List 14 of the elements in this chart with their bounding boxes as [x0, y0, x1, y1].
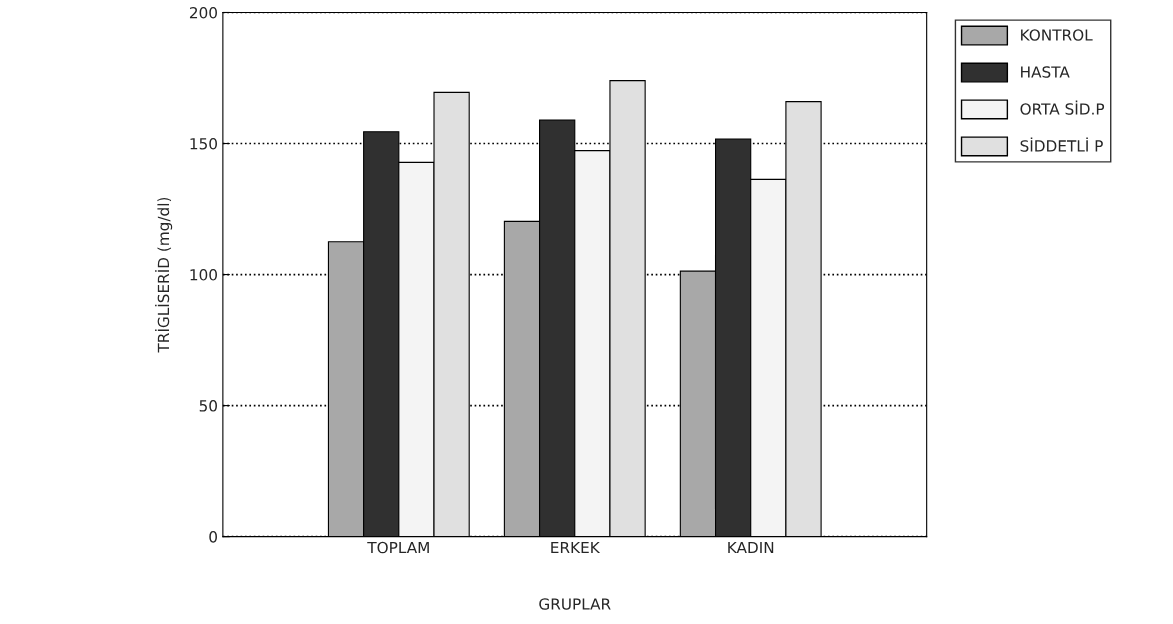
y-tick-label: 0	[209, 531, 217, 543]
legend-label: KONTROL	[1021, 29, 1093, 41]
legend-label: HASTA	[1021, 66, 1070, 78]
y-axis-title: TRİGLİSERİD (mg/dl)	[155, 197, 173, 353]
y-tick-label: 100	[190, 269, 217, 281]
x-tick-label: ERKEK	[551, 541, 601, 554]
legend-label: SİDDETLİ P	[1020, 137, 1103, 152]
x-axis-title: GRUPLAR	[539, 598, 611, 610]
legend-label: ORTA SİD.P	[1020, 100, 1105, 115]
x-tick-label: TOPLAM	[367, 541, 429, 554]
x-tick-label: KADIN	[728, 541, 774, 554]
y-tick-label: 150	[190, 137, 217, 150]
y-tick-label: 50	[199, 400, 217, 412]
y-tick-label: 200	[189, 6, 217, 19]
